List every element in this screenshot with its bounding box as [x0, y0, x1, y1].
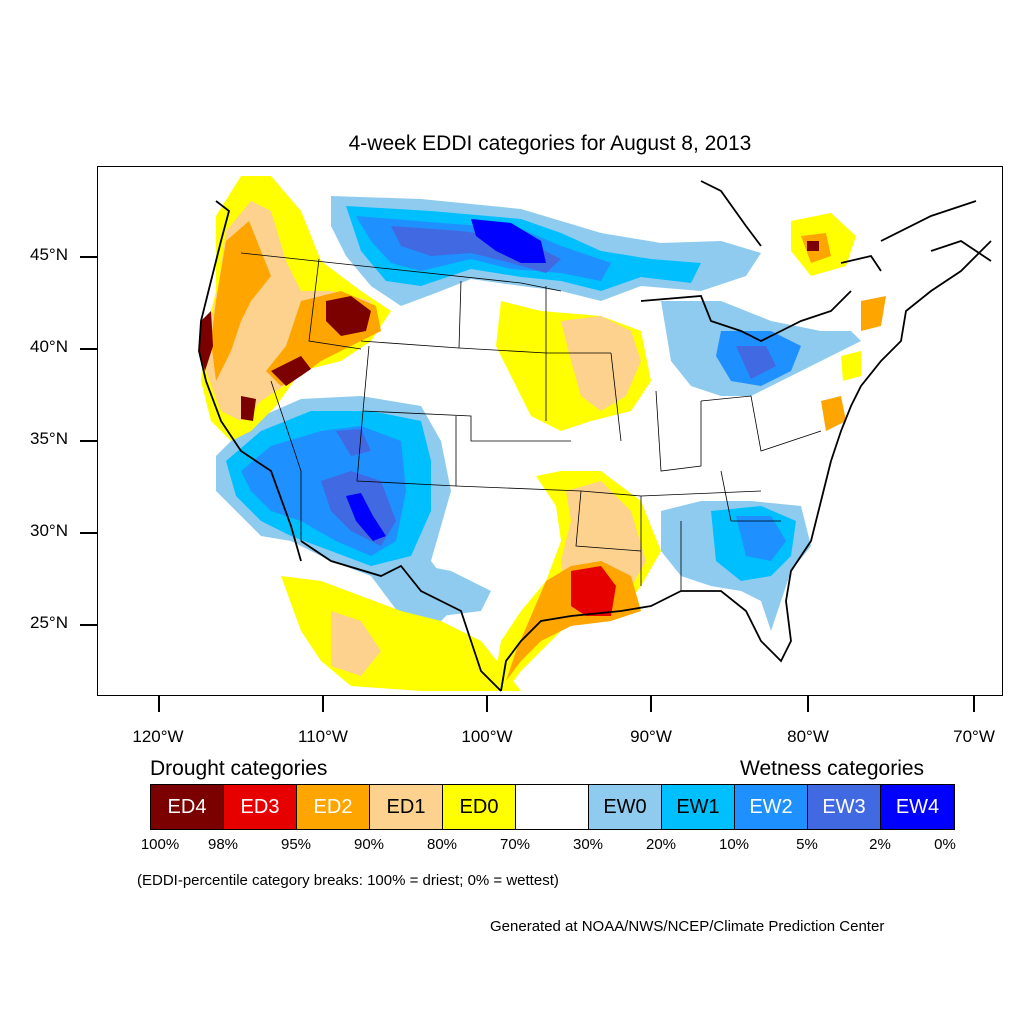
lon-label: 70°W [953, 727, 995, 746]
lon-label: 120°W [132, 727, 184, 746]
lat-tick [80, 624, 97, 626]
legend-break-label: 80% [426, 836, 458, 853]
lat-tick [80, 440, 97, 442]
legend-swatch-ed2: ED2 [297, 785, 370, 829]
legend-swatch-neutral [516, 785, 589, 829]
legend-swatch-ew1: EW1 [662, 785, 735, 829]
legend-break-label: 2% [869, 836, 891, 853]
legend-swatch-ew3: EW3 [808, 785, 881, 829]
legend-break-label: 20% [645, 836, 677, 853]
legend-break-label: 70% [499, 836, 531, 853]
drought-heading: Drought categories [150, 757, 328, 780]
legend-colorbar: ED4 ED3 ED2 ED1 ED0 EW0 EW1 EW2 EW3 EW4 [150, 784, 955, 830]
lat-tick [80, 348, 97, 350]
legend-swatch-ed1: ED1 [370, 785, 443, 829]
lat-label: 35°N [30, 429, 68, 448]
legend-swatch-ed3: ED3 [224, 785, 297, 829]
lat-label: 30°N [30, 521, 68, 540]
category-note: (EDDI-percentile category breaks: 100% =… [137, 872, 559, 889]
legend-break-label: 10% [718, 836, 750, 853]
lon-label: 90°W [630, 727, 672, 746]
legend-swatch-ed0: ED0 [443, 785, 516, 829]
legend-break-label: 95% [280, 836, 312, 853]
lon-tick [973, 696, 975, 712]
lat-label: 45°N [30, 245, 68, 264]
lon-label: 80°W [787, 727, 829, 746]
legend-break-label: 98% [207, 836, 239, 853]
lat-label: 40°N [30, 337, 68, 356]
legend-break-label: 0% [934, 836, 956, 853]
lon-label: 110°W [298, 727, 348, 746]
coastlines [198, 180, 992, 692]
lon-tick [650, 696, 652, 712]
lat-tick [80, 256, 97, 258]
lat-label: 25°N [30, 613, 68, 632]
legend-swatch-ew4: EW4 [881, 785, 954, 829]
map-plot-area [97, 166, 1003, 696]
credit-line: Generated at NOAA/NWS/NCEP/Climate Predi… [490, 918, 885, 935]
lon-tick [486, 696, 488, 712]
lon-tick [807, 696, 809, 712]
lon-tick [158, 696, 160, 712]
legend-break-label: 5% [796, 836, 818, 853]
legend-swatch-ew2: EW2 [735, 785, 808, 829]
legend-swatch-ew0: EW0 [589, 785, 662, 829]
map-canvas [198, 176, 992, 692]
map-title: 4-week EDDI categories for August 8, 201… [348, 132, 752, 155]
boundaries [240, 252, 822, 592]
legend-swatch-ed4: ED4 [151, 785, 224, 829]
legend-break-label: 90% [353, 836, 385, 853]
wetness-heading: Wetness categories [740, 757, 925, 780]
category-fields [199, 176, 886, 691]
legend-break-label: 30% [572, 836, 604, 853]
lon-tick [322, 696, 324, 712]
lon-label: 100°W [461, 727, 513, 746]
lat-tick [80, 532, 97, 534]
legend-break-label: 100% [140, 836, 180, 853]
